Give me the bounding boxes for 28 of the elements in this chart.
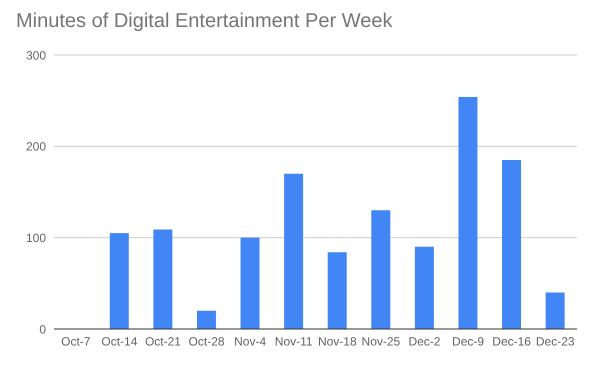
bar [328, 252, 347, 329]
x-tick-label: Oct-21 [144, 334, 182, 349]
y-tick-label: 100 [26, 230, 46, 245]
y-tick-label: 0 [39, 322, 46, 336]
x-tick-label: Nov-18 [318, 334, 357, 349]
bar [110, 233, 129, 329]
y-tick-label: 300 [26, 48, 46, 62]
bar [546, 292, 565, 329]
y-tick-label: 200 [26, 140, 46, 154]
bar [371, 210, 390, 329]
x-tick-label: Oct-7 [61, 334, 91, 349]
bar [196, 310, 216, 329]
x-tick-label: Dec-16 [492, 334, 532, 349]
bar [458, 97, 478, 329]
bar [240, 238, 260, 329]
x-tick-label: Nov-25 [362, 334, 401, 349]
x-tick-label: Nov-11 [274, 334, 313, 349]
bar [414, 246, 434, 329]
x-tick-label: Dec-9 [452, 334, 484, 349]
x-tick-label: Oct-14 [101, 334, 138, 349]
x-tick-label: Oct-28 [188, 334, 225, 349]
x-tick-label: Dec-23 [536, 334, 575, 349]
x-tick-label: Dec-2 [408, 334, 441, 349]
bar [502, 160, 522, 329]
x-tick-label: Nov-4 [234, 334, 266, 349]
bar [153, 229, 172, 329]
bar [284, 174, 304, 329]
chart-title: Minutes of Digital Entertainment Per Week [16, 10, 392, 33]
